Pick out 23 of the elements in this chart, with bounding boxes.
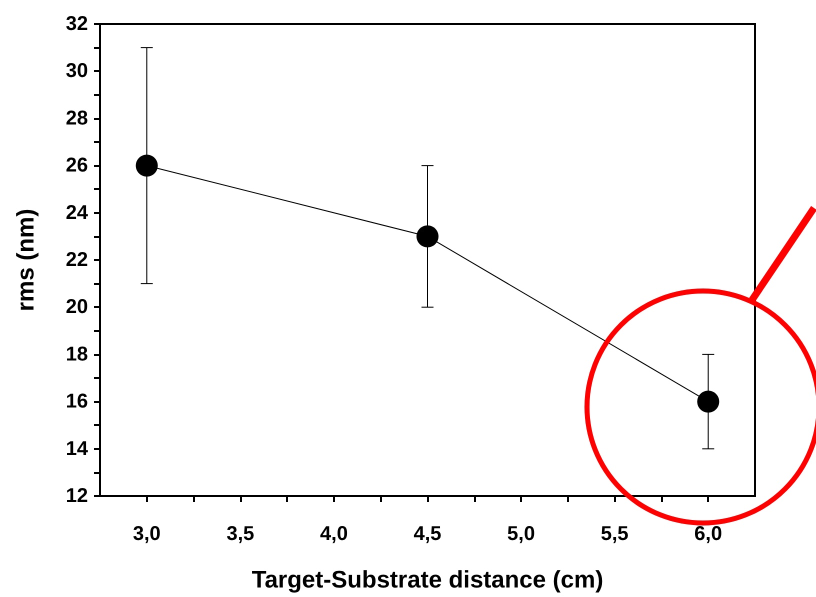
y-tick-label: 20 — [66, 296, 88, 318]
y-tick-label: 22 — [66, 249, 88, 271]
y-tick-label: 24 — [66, 202, 89, 224]
y-tick-label: 14 — [66, 438, 89, 460]
y-tick-label: 26 — [66, 154, 88, 177]
y-axis-title: rms (nm) — [12, 208, 40, 312]
x-tick-label: 3,5 — [226, 523, 254, 545]
y-tick-label: 16 — [66, 390, 88, 413]
x-tick-label: 4,5 — [414, 523, 442, 545]
point — [416, 225, 438, 248]
x-tick-label: 5,0 — [507, 523, 535, 545]
y-tick-label: 32 — [66, 13, 88, 35]
point — [697, 390, 720, 413]
x-axis-title: Target-Substrate distance (cm) — [252, 566, 604, 594]
x-tick-label: 6,0 — [694, 523, 722, 545]
y-tick-label: 28 — [66, 107, 88, 130]
x-tick-label: 3,0 — [132, 523, 161, 545]
point — [136, 154, 158, 177]
y-tick-label: 30 — [66, 60, 88, 82]
x-tick-label: 4,0 — [320, 523, 348, 545]
y-tick-label: 18 — [66, 343, 88, 366]
y-tick-label: 12 — [66, 485, 88, 507]
x-tick-label: 5,5 — [600, 523, 629, 545]
